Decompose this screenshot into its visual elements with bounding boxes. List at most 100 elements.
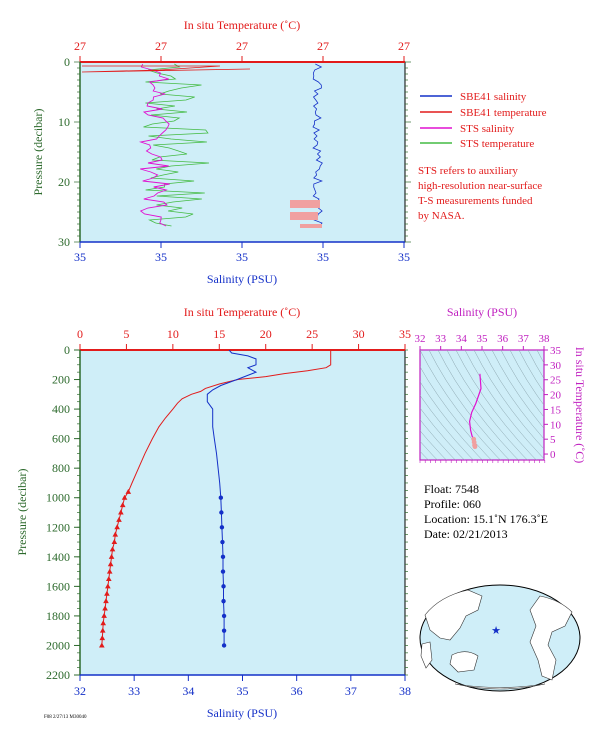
- density-contour: [420, 381, 483, 460]
- ts-plot-area: [419, 349, 545, 461]
- top-temperature-tick-label: 27: [74, 39, 86, 53]
- temperature-marker: [104, 590, 110, 596]
- density-contour: [527, 350, 544, 380]
- ts-temperature-tick-label: 25: [550, 375, 562, 387]
- top-pressure-tick-label: 30: [58, 235, 70, 249]
- density-contour: [420, 394, 474, 460]
- temperature-marker: [99, 635, 106, 641]
- salinity-marker: [220, 554, 226, 560]
- ts-temperature-tick-label: 20: [550, 390, 562, 402]
- sts-note: STS refers to auxiliary high-resolution …: [418, 165, 542, 222]
- main-temperature-axis-label: In situ Temperature (˚C): [184, 305, 301, 319]
- pressure-tick-label: 0: [64, 343, 70, 357]
- map-landmass-africa: [420, 641, 433, 669]
- density-contour: [420, 366, 492, 460]
- legend-label: STS salinity: [460, 123, 515, 135]
- temperature-marker: [102, 605, 108, 611]
- temperature-marker: [101, 612, 107, 618]
- temperature-marker: [121, 494, 128, 500]
- top-salinity-tick-label: 35: [155, 250, 167, 264]
- ts-salinity-tick-label: 33: [435, 333, 447, 345]
- top-salinity-axis-label: Salinity (PSU): [207, 272, 277, 286]
- temperature-marker: [100, 620, 107, 626]
- temperature-marker: [112, 531, 119, 537]
- ts-temperature-tick-label: 0: [550, 449, 556, 461]
- main-panel: 0200400600800100012001400160018002000220…: [15, 305, 411, 720]
- pressure-tick-label: 2000: [46, 638, 70, 652]
- top-salinity-tick-label: 35: [74, 250, 86, 264]
- top-temperature-axis-label: In situ Temperature (˚C): [184, 18, 301, 32]
- ts-temperature-tick-label: 5: [550, 434, 556, 446]
- temperature-tick-label: 20: [260, 327, 272, 341]
- ts-density-contours: [420, 350, 544, 460]
- footer-code: F08 2/27/13 M30040: [44, 715, 87, 720]
- top-plot-area: [79, 61, 406, 243]
- pressure-tick-label: 1200: [46, 520, 70, 534]
- salinity-tick-label: 38: [399, 684, 411, 698]
- salinity-tick-label: 35: [237, 684, 249, 698]
- density-contour: [420, 419, 456, 460]
- temperature-marker: [109, 546, 116, 552]
- world-map: ★: [419, 584, 581, 692]
- salinity-marker: [218, 495, 224, 500]
- sts-temperature-trace: [143, 63, 210, 227]
- ts-salinity-tick-label: 34: [456, 333, 468, 345]
- pressure-tick-label: 800: [52, 461, 70, 475]
- salinity-profile-line: [206, 350, 258, 646]
- note-line: STS refers to auxiliary: [418, 165, 518, 177]
- ts-temperature-tick-label: 30: [550, 360, 562, 372]
- location: Location: 15.1˚N 176.3˚E: [424, 512, 548, 526]
- top-pressure-axis-label: Pressure (decibar): [31, 109, 45, 196]
- top-pressure-tick-label: 20: [58, 175, 70, 189]
- legend: SBE41 salinity SBE41 temperature STS sal…: [420, 91, 547, 150]
- pressure-tick-label: 400: [52, 402, 70, 416]
- temperature-tick-label: 35: [399, 327, 411, 341]
- temperature-marker: [105, 583, 111, 589]
- density-contour: [509, 350, 544, 406]
- ts-salinity-tick-label: 36: [497, 333, 509, 345]
- pressure-tick-label: 1000: [46, 491, 70, 505]
- legend-label: STS temperature: [460, 138, 534, 150]
- ts-temperature-tick-label: 15: [550, 404, 562, 416]
- map-landmass-australia: [449, 651, 479, 673]
- float-id: Float: 7548: [424, 482, 479, 496]
- pressure-tick-label: 200: [52, 373, 70, 387]
- top-temperature-tick-label: 27: [236, 39, 248, 53]
- sbe41-temperature-trace: [81, 65, 251, 73]
- top-temperature-tick-label: 27: [398, 39, 410, 53]
- top-panel: In situ Temperature (˚C) 27 27 27 27 27 …: [31, 18, 411, 286]
- salinity-marker: [221, 598, 226, 604]
- temperature-tick-label: 15: [213, 327, 225, 341]
- density-contour: [455, 350, 537, 460]
- note-line: high-resolution near-surface: [418, 180, 542, 192]
- salinity-tick-label: 33: [128, 684, 140, 698]
- density-contour: [473, 350, 544, 450]
- temperature-tick-label: 30: [353, 327, 365, 341]
- pressure-tick-label: 1800: [46, 609, 70, 623]
- temperature-marker: [114, 524, 120, 530]
- density-contour: [500, 350, 544, 418]
- main-salinity-axis-label: Salinity (PSU): [207, 706, 277, 720]
- ts-salinity-tick-label: 32: [415, 333, 426, 345]
- salinity-marker: [219, 510, 224, 515]
- salinity-marker: [219, 525, 225, 530]
- density-contour: [464, 350, 544, 460]
- salinity-marker: [221, 628, 227, 633]
- pressure-tick-label: 600: [52, 432, 70, 446]
- temperature-marker: [125, 488, 132, 494]
- density-contour: [536, 350, 544, 364]
- main-series-layer: [99, 350, 332, 648]
- top-temperature-tick-label: 27: [155, 39, 167, 53]
- top-pressure-tick-label: 10: [58, 115, 70, 129]
- salinity-tick-label: 32: [74, 684, 86, 698]
- top-near-surface-traces: [81, 63, 323, 228]
- temperature-marker: [103, 598, 109, 604]
- salinity-marker: [221, 584, 226, 589]
- temperature-marker: [108, 553, 115, 559]
- salinity-marker: [220, 569, 226, 574]
- float-info: Float: 7548 Profile: 060 Location: 15.1˚…: [424, 482, 548, 541]
- ts-salinity-tick-label: 37: [518, 333, 530, 345]
- legend-label: SBE41 temperature: [460, 107, 547, 119]
- salinity-tick-label: 37: [345, 684, 357, 698]
